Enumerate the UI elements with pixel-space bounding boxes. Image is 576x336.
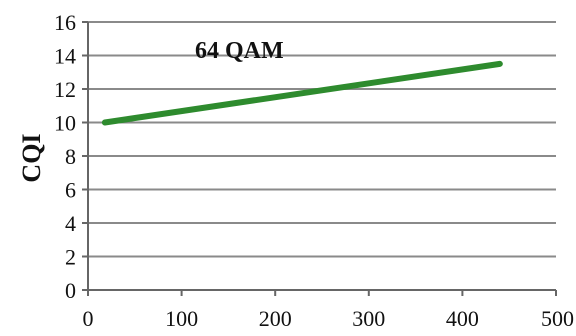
y-tick-0: 0 — [65, 278, 76, 303]
y-tick-14: 14 — [54, 44, 76, 69]
x-tick-labels: 0 100 200 300 400 500 — [83, 306, 575, 331]
y-axis-label: CQI — [17, 133, 46, 182]
series-line-0 — [101, 60, 503, 126]
x-tick-300: 300 — [352, 306, 385, 331]
data-series — [101, 60, 503, 126]
y-tick-12: 12 — [54, 77, 76, 102]
x-tick-100: 100 — [165, 306, 198, 331]
y-tick-8: 8 — [65, 144, 76, 169]
y-tick-2: 2 — [65, 245, 76, 270]
x-tick-500: 500 — [541, 306, 574, 331]
axes — [87, 22, 557, 296]
x-tick-0: 0 — [83, 306, 94, 331]
x-tick-200: 200 — [259, 306, 292, 331]
y-tick-labels: 0 2 4 6 8 10 12 14 16 — [54, 10, 76, 303]
x-tick-400: 400 — [446, 306, 479, 331]
y-tick-10: 10 — [54, 111, 76, 136]
annotation-64-qam: 64 QAM — [195, 38, 284, 64]
y-tick-6: 6 — [65, 178, 76, 203]
gridlines — [82, 21, 556, 291]
y-tick-16: 16 — [54, 10, 76, 35]
y-tick-4: 4 — [65, 211, 76, 236]
